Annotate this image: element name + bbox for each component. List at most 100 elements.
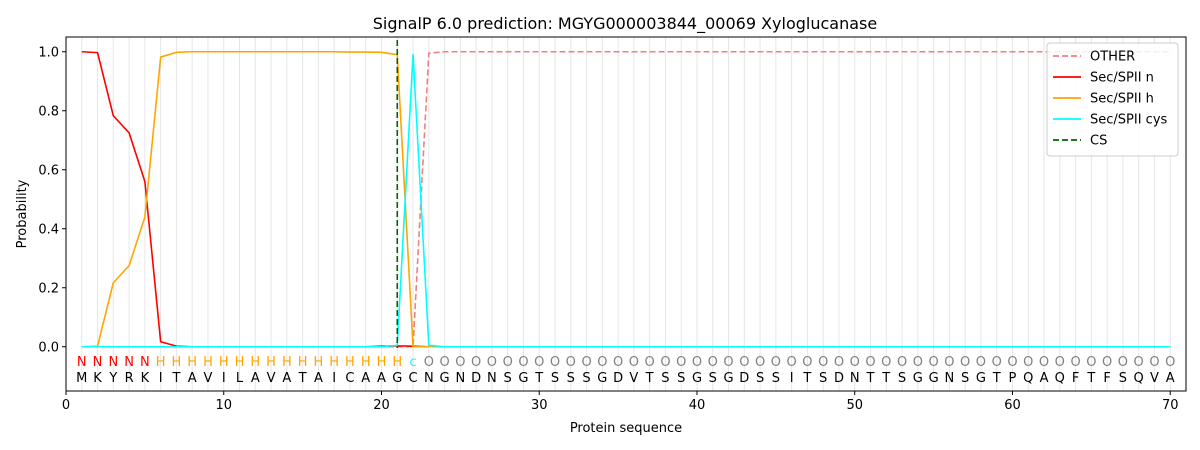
region-label: O (881, 355, 891, 370)
residue-letter: S (567, 371, 575, 386)
legend-label-3: Sec/SPII cys (1090, 113, 1168, 128)
x-tick-label: 40 (689, 398, 706, 413)
residue-letter: G (440, 371, 450, 386)
residue-letter: T (171, 371, 180, 386)
residue-letter: T (992, 371, 1001, 386)
series-line-0 (81, 50, 1171, 348)
residue-letter: A (282, 371, 291, 386)
residue-letter: C (409, 371, 418, 386)
region-label: H (329, 355, 339, 370)
region-label: H (282, 355, 292, 370)
residue-letter: S (582, 371, 590, 386)
region-label: O (550, 355, 560, 370)
x-axis-title: Protein sequence (570, 421, 682, 436)
region-label: H (203, 355, 213, 370)
region-label: O (424, 355, 434, 370)
residue-letter: V (1150, 371, 1159, 386)
residue-letter: N (455, 371, 465, 386)
residue-letter: N (487, 371, 497, 386)
region-label: O (897, 355, 907, 370)
residue-letter: S (772, 371, 780, 386)
residue-letter: I (790, 371, 794, 386)
region-label: O (834, 355, 844, 370)
region-label: N (108, 355, 118, 370)
region-label: O (739, 355, 749, 370)
region-label: O (755, 355, 765, 370)
region-label: O (928, 355, 938, 370)
residue-letter: S (961, 371, 969, 386)
residue-letter: K (93, 371, 102, 386)
region-label: N (140, 355, 150, 370)
region-label: O (1118, 355, 1128, 370)
residue-letter: S (504, 371, 512, 386)
y-axis-title: Probability (15, 179, 30, 248)
residue-letter: D (739, 371, 749, 386)
residue-letter: M (76, 371, 87, 386)
x-tick-label: 30 (531, 398, 548, 413)
region-label: O (1055, 355, 1065, 370)
y-tick-label: 0.4 (38, 222, 59, 237)
region-label: H (219, 355, 229, 370)
y-tick-label: 0.0 (38, 340, 59, 355)
residue-letter: T (298, 371, 307, 386)
region-label: O (581, 355, 591, 370)
region-label: H (361, 355, 371, 370)
residue-letter: G (518, 371, 528, 386)
region-label: N (93, 355, 103, 370)
legend-label-4: CS (1090, 134, 1107, 149)
residue-letter: D (834, 371, 844, 386)
residue-letter: T (1086, 371, 1095, 386)
axis-layer: 0 10 20 30 40 50 60 70 0.0 0.2 0.4 0.6 0.8 1.0 (38, 45, 1178, 413)
residue-letter: T (645, 371, 654, 386)
legend-label-0: OTHER (1090, 50, 1135, 65)
sequence-layer: NMNKNYNRNKHIHTHAHVHIHLHAHVHAHTHAHIHCHAHA… (76, 355, 1175, 386)
region-label: O (534, 355, 544, 370)
series-line-3 (81, 53, 1171, 348)
residue-letter: L (236, 371, 244, 386)
residue-letter: G (723, 371, 733, 386)
region-label: H (250, 355, 260, 370)
residue-letter: C (345, 371, 354, 386)
y-tick-label: 0.6 (38, 163, 59, 178)
residue-letter: V (629, 371, 638, 386)
series-line-2 (81, 50, 1171, 348)
residue-letter: V (267, 371, 276, 386)
region-label: O (566, 355, 576, 370)
y-tick-label: 0.8 (38, 104, 59, 119)
region-label: H (266, 355, 276, 370)
residue-letter: N (850, 371, 860, 386)
region-label: H (187, 355, 197, 370)
chart-title: SignalP 6.0 prediction: MGYG000003844_00… (373, 14, 877, 34)
region-label: O (1086, 355, 1096, 370)
region-label: O (1165, 355, 1175, 370)
residue-letter: T (881, 371, 890, 386)
region-label: O (802, 355, 812, 370)
region-label: H (235, 355, 245, 370)
residue-letter: G (692, 371, 702, 386)
region-label: O (660, 355, 670, 370)
x-tick-label: 60 (1004, 398, 1021, 413)
region-label: O (1149, 355, 1159, 370)
x-tick-label: 0 (62, 398, 70, 413)
legend-label-1: Sec/SPII n (1090, 71, 1154, 86)
residue-letter: S (661, 371, 669, 386)
residue-letter: D (471, 371, 481, 386)
plot-frame (65, 36, 1187, 392)
legend: OTHER Sec/SPII n Sec/SPII h Sec/SPII cys CS (1046, 42, 1179, 157)
x-tick-label: 70 (1162, 398, 1179, 413)
series-line-1 (81, 50, 1171, 348)
region-label: O (1023, 355, 1033, 370)
region-label: O (976, 355, 986, 370)
region-label: H (345, 355, 355, 370)
residue-letter: F (1103, 371, 1110, 386)
residue-letter: A (1166, 371, 1175, 386)
residue-letter: I (222, 371, 226, 386)
residue-letter: A (188, 371, 197, 386)
region-label: O (818, 355, 828, 370)
region-label: O (487, 355, 497, 370)
residue-letter: R (125, 371, 134, 386)
region-label: H (298, 355, 308, 370)
residue-letter: V (204, 371, 213, 386)
region-label: O (865, 355, 875, 370)
region-label: O (1007, 355, 1017, 370)
